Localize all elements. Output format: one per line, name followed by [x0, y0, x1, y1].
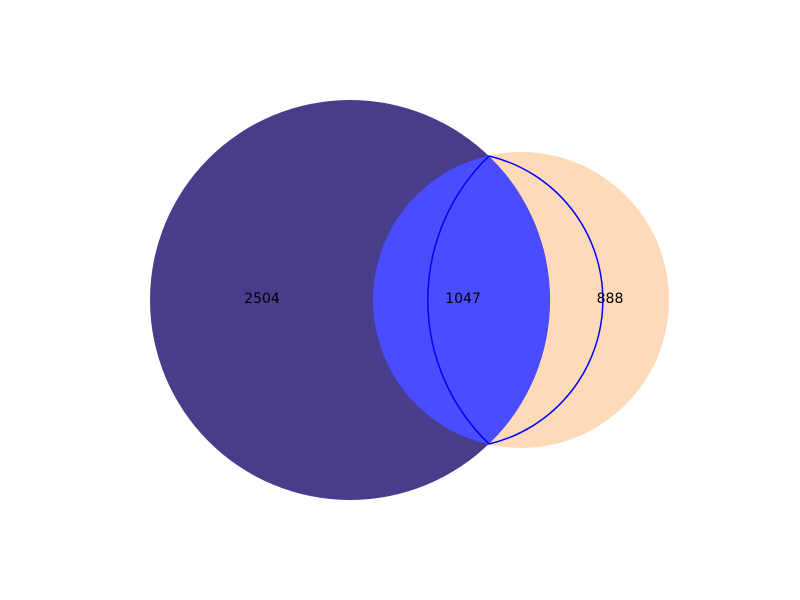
set-a-only-count: 2504 [244, 291, 280, 307]
intersection-region [373, 152, 550, 448]
set-b-only-count: 888 [597, 291, 624, 307]
intersection-count: 1047 [445, 291, 481, 307]
intersection-outline [427, 155, 604, 445]
